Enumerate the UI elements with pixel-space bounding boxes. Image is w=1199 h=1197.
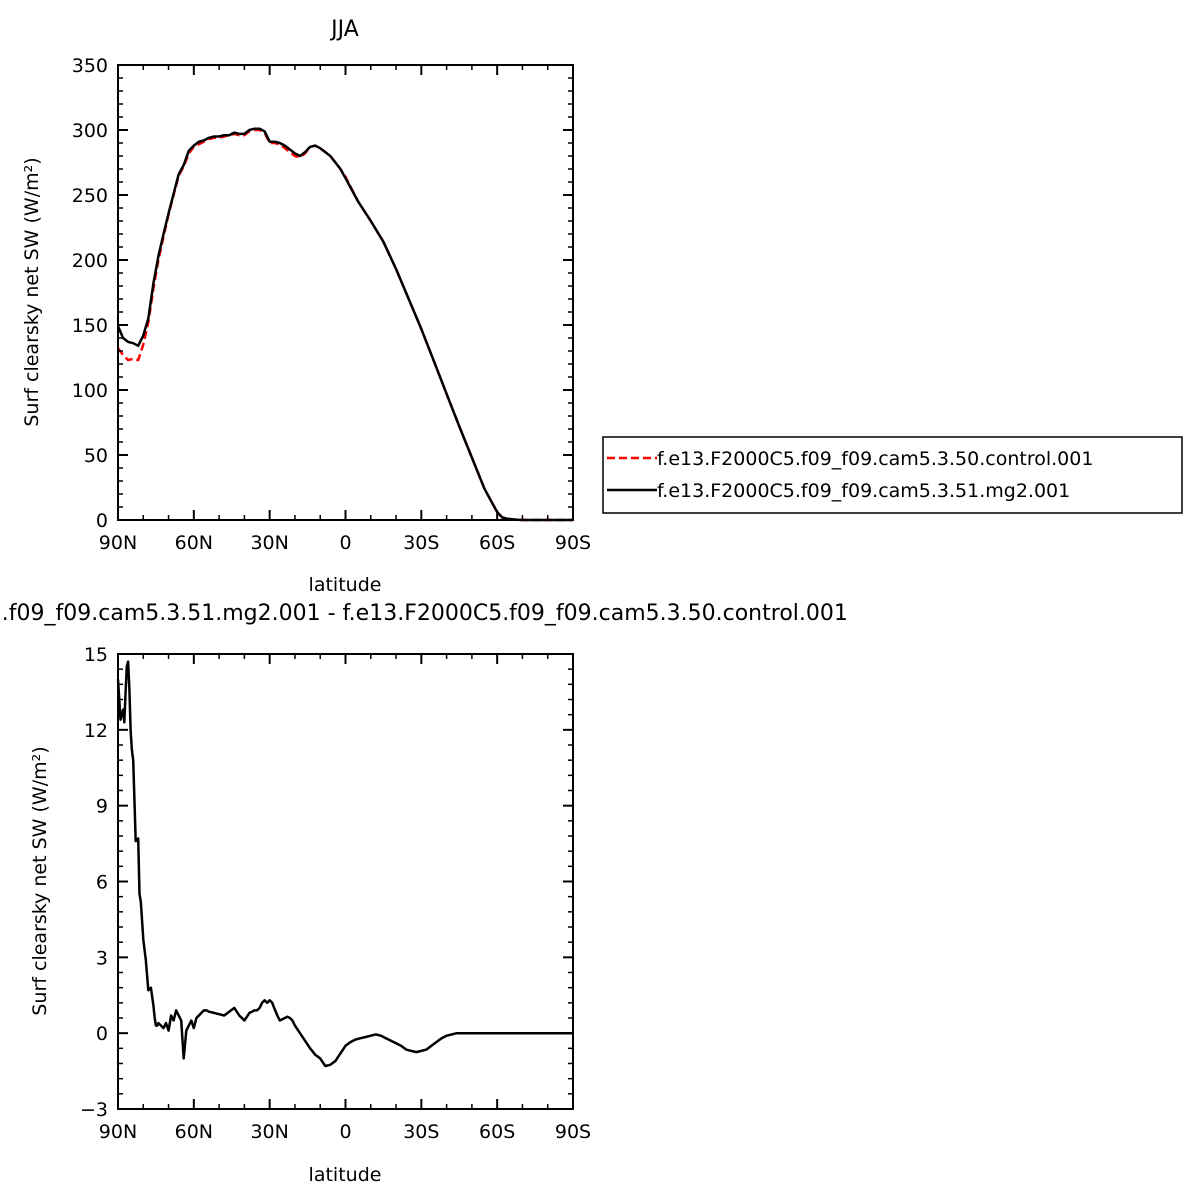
top-y-tick-label: 250 — [72, 185, 108, 207]
bottom-x-axis-label: latitude — [309, 1164, 382, 1186]
bottom-x-tick-label: 30S — [403, 1121, 439, 1143]
bottom-series-group — [116, 660, 573, 1068]
top-x-tick-label: 60N — [175, 532, 213, 554]
bottom-x-tick-label: 60S — [479, 1121, 515, 1143]
bottom-x-tick-label: 90N — [99, 1121, 137, 1143]
bottom-panel: f.e13.F2000C5.f09_f09.cam5.3.51.mg2.001 … — [0, 601, 848, 1186]
top-y-tick-label: 150 — [72, 315, 108, 337]
top-x-tick-label: 0 — [339, 532, 351, 554]
top-series-line-0 — [117, 128, 573, 522]
top-panel: JJA 90N 60N 30N 0 30S 60S 90S 0 50 100 150 200 250 30… — [21, 17, 1183, 596]
top-y-tick-label: 350 — [72, 55, 108, 77]
top-series-line-1 — [116, 127, 573, 522]
bottom-y-axis-label: Surf clearsky net SW (W/m²) — [29, 746, 51, 1015]
bottom-x-tick-label: 90S — [555, 1121, 591, 1143]
top-x-tick-label: 30S — [403, 532, 439, 554]
top-y-tick-label: 200 — [72, 250, 108, 272]
bottom-chart-title: f.e13.F2000C5.f09_f09.cam5.3.51.mg2.001 … — [0, 601, 848, 626]
bottom-series-line-0 — [116, 660, 573, 1068]
top-axis-ticks: 90N 60N 30N 0 30S 60S 90S 0 50 100 150 200 250 300 350 — [72, 55, 591, 554]
top-y-axis-label: Surf clearsky net SW (W/m²) — [21, 157, 43, 426]
top-x-axis-label: latitude — [309, 574, 382, 596]
bottom-y-tick-label: 9 — [96, 796, 108, 818]
top-y-tick-label: 0 — [96, 510, 108, 532]
bottom-y-tick-label: 12 — [84, 720, 108, 742]
bottom-y-tick-label: 6 — [96, 872, 108, 894]
legend: f.e13.F2000C5.f09_f09.cam5.3.50.control.… — [602, 436, 1183, 514]
bottom-y-tick-label: −3 — [80, 1099, 108, 1121]
bottom-x-tick-label: 60N — [175, 1121, 213, 1143]
top-x-tick-label: 60S — [479, 532, 515, 554]
bottom-x-tick-label: 30N — [250, 1121, 288, 1143]
bottom-x-tick-label: 0 — [339, 1121, 351, 1143]
top-y-tick-label: 100 — [72, 380, 108, 402]
top-x-tick-label: 30N — [250, 532, 288, 554]
bottom-axis-ticks: 90N 60N 30N 0 30S 60S 90S −3 0 3 6 9 12 15 — [80, 644, 591, 1143]
bottom-y-tick-label: 0 — [96, 1023, 108, 1045]
top-y-tick-label: 50 — [84, 445, 108, 467]
top-x-tick-label: 90S — [555, 532, 591, 554]
top-chart-title: JJA — [329, 17, 359, 42]
legend-entry-control: f.e13.F2000C5.f09_f09.cam5.3.50.control.… — [657, 448, 1093, 470]
legend-entry-mg2: f.e13.F2000C5.f09_f09.cam5.3.51.mg2.001 — [657, 480, 1070, 502]
bottom-y-tick-label: 3 — [96, 947, 108, 969]
bottom-y-tick-label: 15 — [84, 644, 108, 666]
top-plot-frame — [117, 64, 574, 521]
top-y-tick-label: 300 — [72, 120, 108, 142]
legend-box — [602, 436, 1183, 514]
top-x-tick-label: 90N — [99, 532, 137, 554]
top-series-group — [116, 127, 573, 522]
